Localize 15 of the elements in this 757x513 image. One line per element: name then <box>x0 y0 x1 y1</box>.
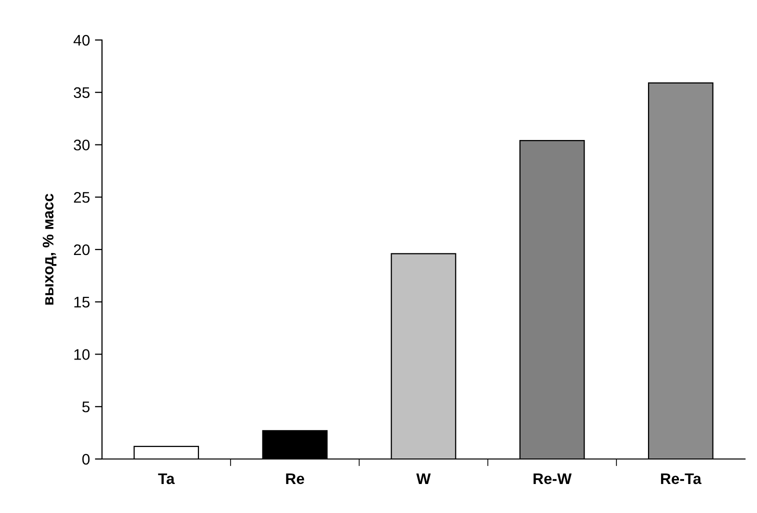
x-tick-label: Re-Ta <box>661 473 702 484</box>
y-tick-label: 0 <box>82 454 90 465</box>
y-tick-label: 10 <box>74 349 90 360</box>
y-tick-label: 20 <box>74 244 90 256</box>
x-tick-label: W <box>416 473 431 484</box>
y-tick-label: 15 <box>74 296 90 308</box>
y-tick-label: 25 <box>74 192 90 203</box>
x-tick-label: Ta <box>158 473 175 484</box>
y-tick-label: 35 <box>74 87 90 98</box>
x-tick-label: Re-W <box>534 473 572 484</box>
y-axis-title: выход, % масс <box>42 194 56 305</box>
y-tick-label: 5 <box>82 402 90 412</box>
x-tick-label: Re <box>286 473 304 484</box>
y-tick-label: 30 <box>74 140 90 150</box>
y-tick-label: 40 <box>74 34 90 46</box>
